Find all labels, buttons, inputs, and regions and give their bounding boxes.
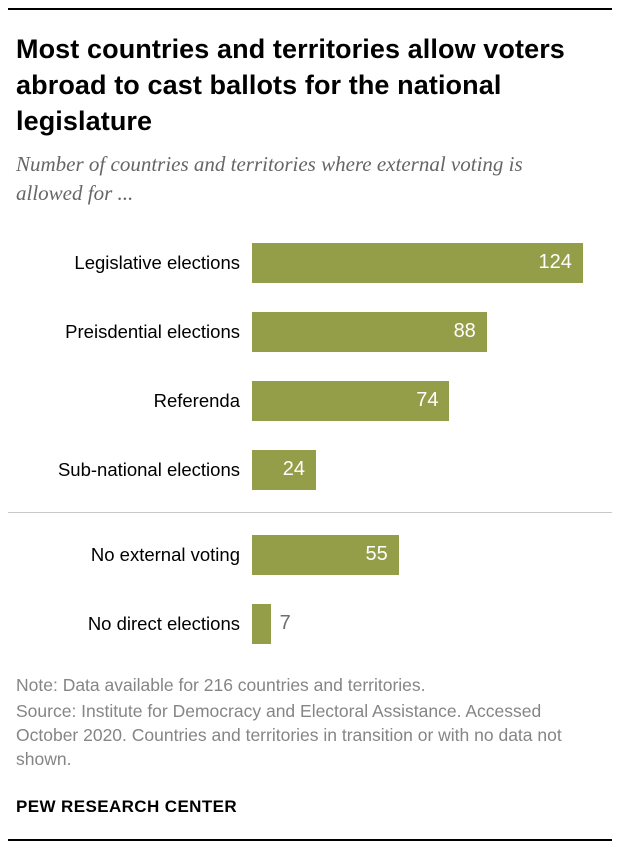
source-text: Source: Institute for Democracy and Elec… [16,700,562,769]
bar: 124 [252,242,583,283]
bar-track: 55 [252,534,604,575]
chart-subtitle: Number of countries and territories wher… [16,151,523,206]
category-label: Sub-national elections [57,458,240,480]
chart-title: Most countries and territories allow vot… [16,34,565,136]
value-label: 55 [365,543,388,565]
bar-track: 124 [252,242,604,283]
bar: 24 [252,449,317,490]
value-label: 7 [279,612,291,634]
bar-track: 88 [252,311,604,352]
bar-chart: Legislative elections 124 Preisdential ele… [8,242,612,644]
chart-row: No direct elections 7 [16,603,604,644]
bar [252,603,271,644]
value-label: 24 [282,458,306,480]
top-rule [8,8,612,10]
value-label: 88 [453,320,476,342]
brand-label: PEW RESEARCH CENTER [16,797,238,817]
bar-track: 74 [252,380,604,421]
chart-row: No external voting 55 [16,534,604,575]
bar: 88 [252,311,487,352]
category-label: Referenda [153,389,240,411]
category-label: No external voting [90,543,240,565]
bar: 74 [252,380,450,421]
chart-row: Legislative elections 124 [16,242,604,283]
note-text: Note: Data available for 216 countries a… [16,674,426,695]
category-label: Preisdential elections [65,320,240,342]
chart-row: Preisdential elections 88 [16,311,604,352]
chart-row: Sub-national elections 24 [16,449,604,490]
section-divider [8,511,612,513]
chart-row: Referenda 74 [16,380,604,421]
bar-track: 7 [252,603,604,644]
value-label: 124 [538,251,572,273]
bar: 55 [252,534,399,575]
bar-track: 24 [252,449,604,490]
value-label: 74 [416,389,439,411]
bottom-rule [8,839,612,841]
category-label: Legislative elections [74,251,240,273]
category-label: No direct elections [87,612,240,634]
